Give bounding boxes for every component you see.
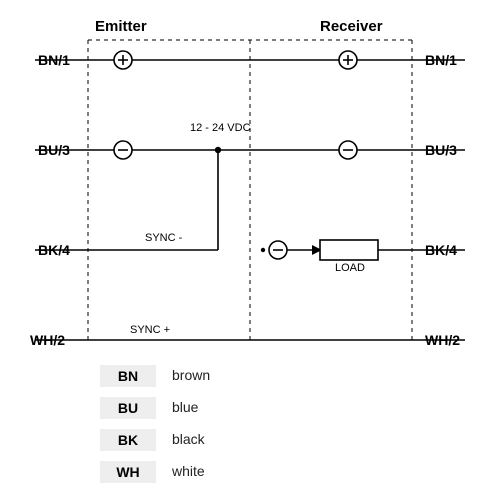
legend-name-bn: brown — [172, 367, 210, 383]
legend-name-bu: blue — [172, 399, 198, 415]
legend-name-wh: white — [172, 463, 205, 479]
legend-row-bn: BN brown — [100, 365, 400, 393]
legend-code-bn: BN — [100, 365, 156, 387]
legend-row-bu: BU blue — [100, 397, 400, 425]
legend-code-bu: BU — [100, 397, 156, 419]
legend-code-wh: WH — [100, 461, 156, 483]
wiring-svg — [0, 0, 500, 360]
legend-code-bk: BK — [100, 429, 156, 451]
legend-name-bk: black — [172, 431, 205, 447]
legend-row-bk: BK black — [100, 429, 400, 457]
legend-row-wh: WH white — [100, 461, 400, 489]
